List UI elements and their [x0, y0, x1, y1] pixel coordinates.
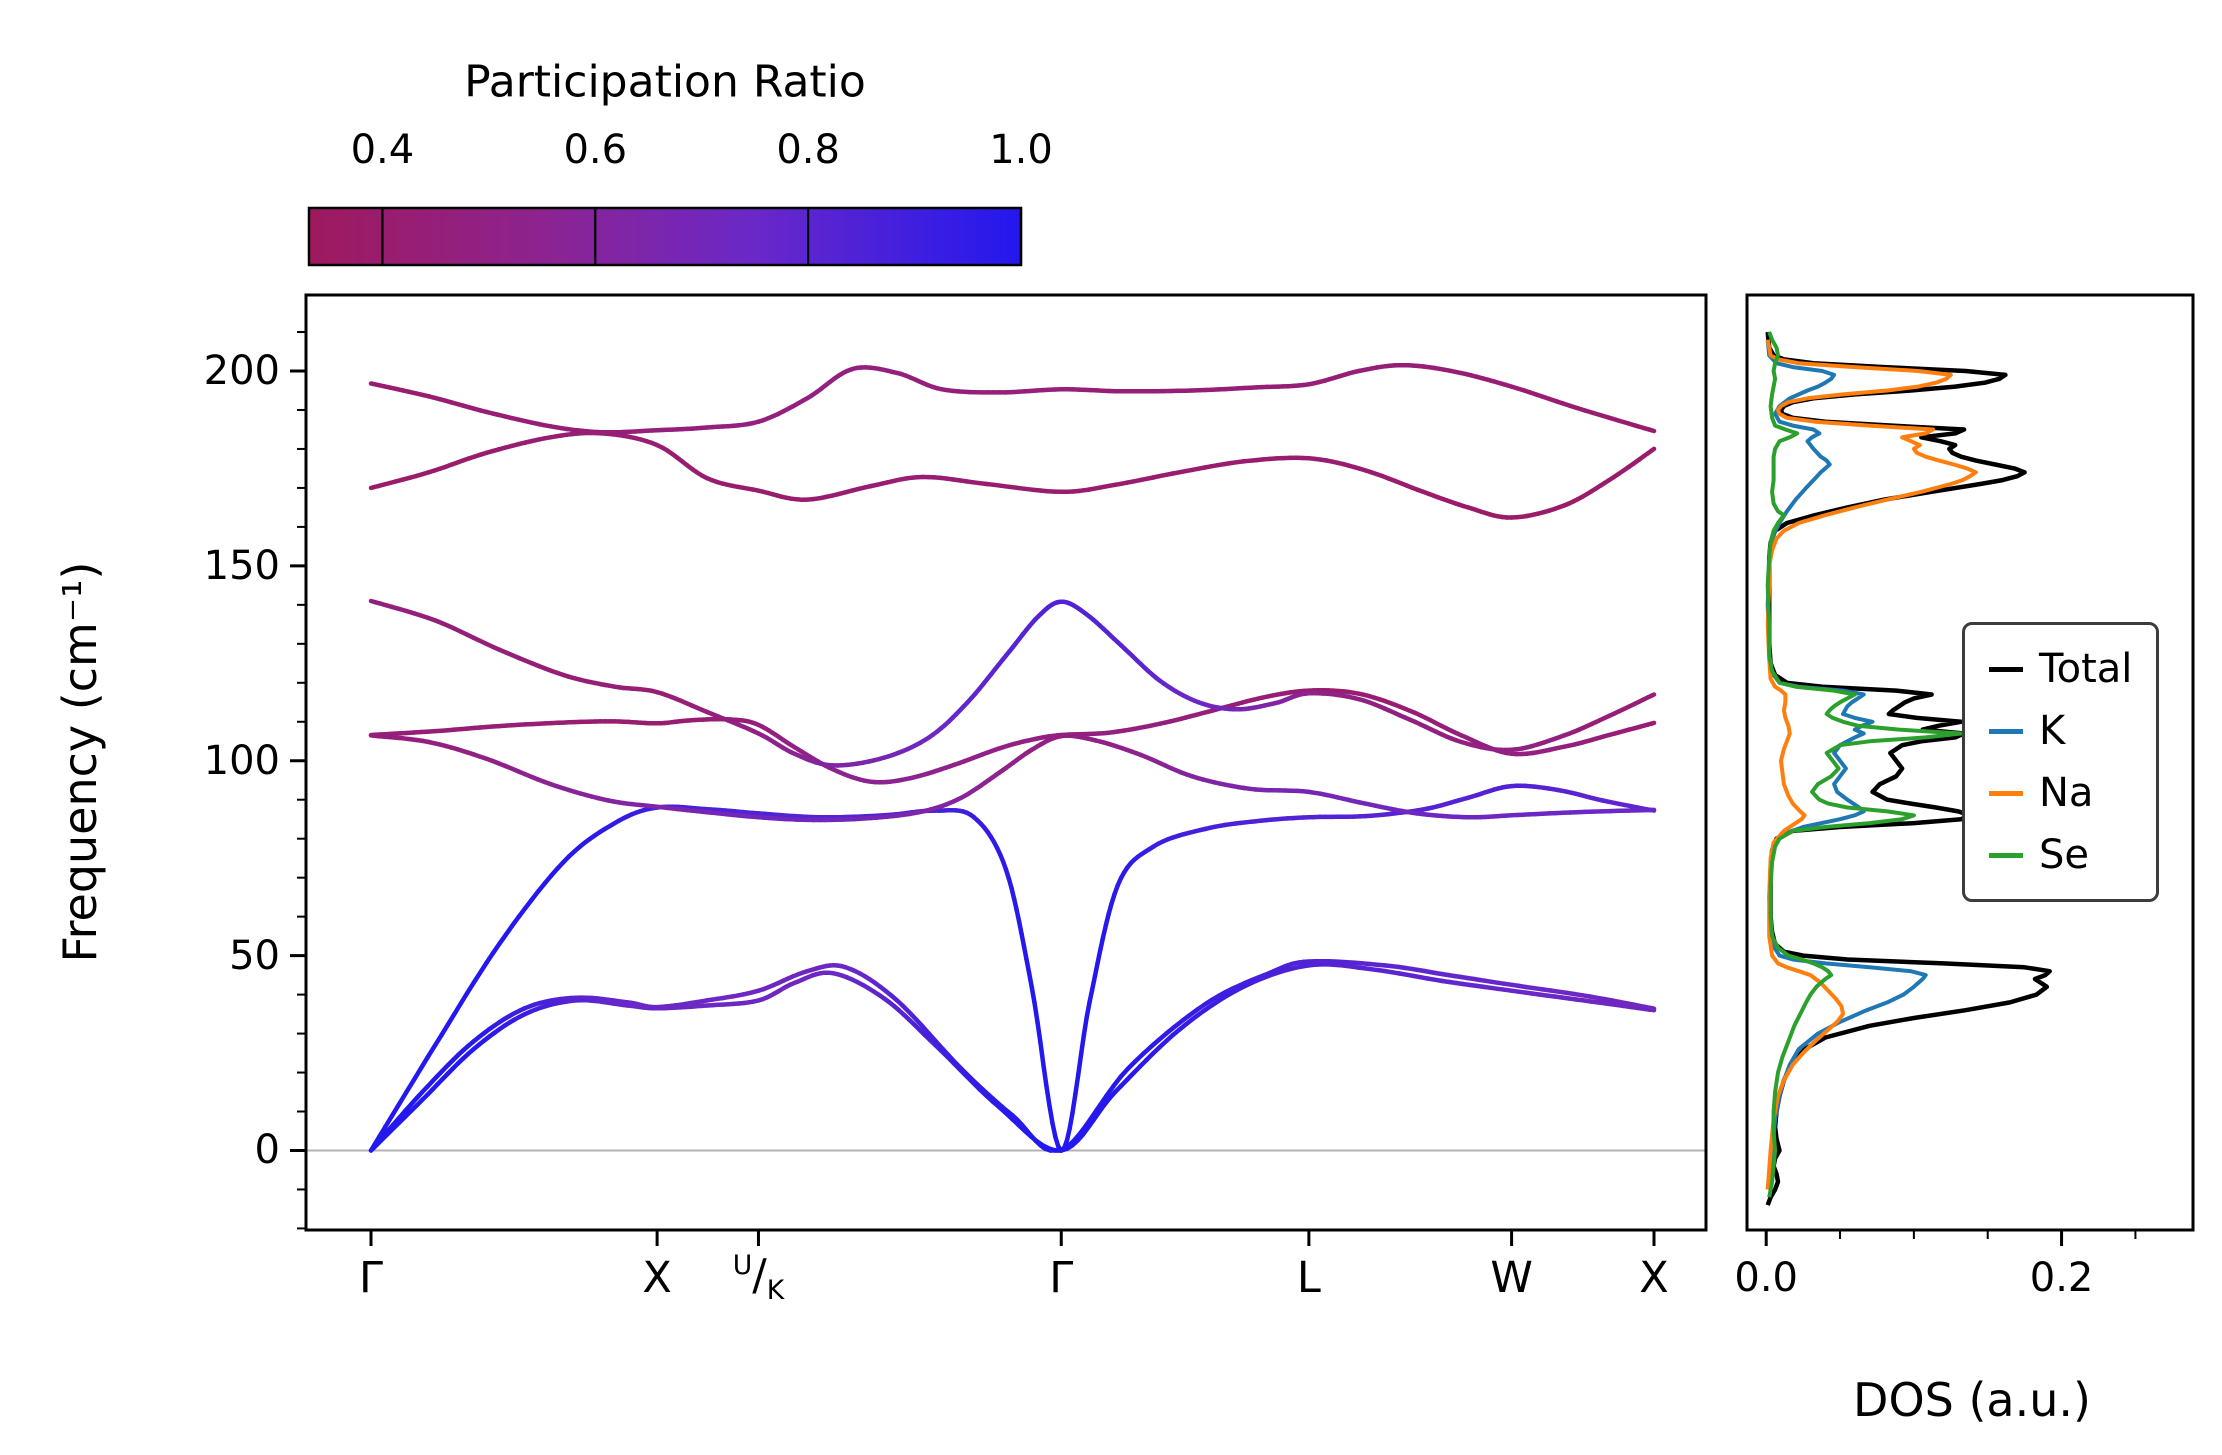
dos-axes-border — [1745, 293, 2195, 1232]
colorbar-tick-label: 1.0 — [989, 127, 1053, 173]
dos-xtick-label: 0.2 — [2029, 1255, 2094, 1301]
dos-xtick-label: 0.0 — [1734, 1255, 1798, 1301]
band-xtick-label: X — [1639, 1253, 1669, 1303]
legend-line-sample — [1989, 790, 2023, 796]
legend-label: Total — [2039, 646, 2133, 692]
band-xtick-label: X — [642, 1253, 672, 1303]
axis-ticks — [290, 331, 2137, 1246]
colorbar-tick-label: 0.6 — [563, 127, 628, 173]
legend-line-sample — [1989, 666, 2023, 672]
y-axis-label: Frequency (cm⁻¹) — [53, 561, 107, 963]
legend-line-sample — [1989, 852, 2023, 858]
dos-curve-k — [1765, 339, 1928, 1190]
legend-entry-se: Se — [1989, 833, 2132, 877]
axes-borders — [304, 293, 2195, 1232]
legend-label: Na — [2039, 770, 2094, 816]
dos-axis-label: DOS (a.u.) — [1853, 1373, 2091, 1427]
dos-legend: Total K Na Se — [1962, 622, 2160, 902]
y-tick-label: 150 — [203, 542, 280, 589]
band-xtick-label: W — [1490, 1253, 1533, 1303]
phonon-bands — [368, 362, 1657, 1153]
legend-entry-k: K — [1989, 709, 2132, 753]
y-tick-label: 100 — [203, 737, 280, 784]
legend-line-sample — [1989, 728, 2023, 734]
dos-curves — [1765, 331, 2052, 1206]
y-tick-label: 200 — [203, 348, 280, 394]
band-axes-border — [304, 293, 1708, 1232]
band-xtick-label: Γ — [359, 1253, 383, 1303]
dos-curve-se — [1765, 331, 1964, 1198]
colorbar — [307, 206, 1023, 267]
band-xtick-label: L — [1296, 1253, 1321, 1303]
colorbar-title: Participation Ratio — [464, 56, 866, 108]
band-xtick-label: U/K — [732, 1250, 785, 1306]
y-tick-label: 50 — [229, 932, 280, 979]
dos-curve-na — [1765, 339, 1978, 1190]
colorbar-tick-label: 0.8 — [776, 127, 840, 173]
legend-entry-total: Total — [1989, 647, 2132, 691]
y-tick-label: 0 — [254, 1127, 280, 1174]
band-xtick-label: Γ — [1049, 1253, 1074, 1303]
legend-entry-na: Na — [1989, 771, 2132, 815]
legend-label: Se — [2039, 832, 2089, 878]
colorbar-tick-label: 0.4 — [350, 127, 415, 173]
legend-label: K — [2039, 708, 2066, 754]
